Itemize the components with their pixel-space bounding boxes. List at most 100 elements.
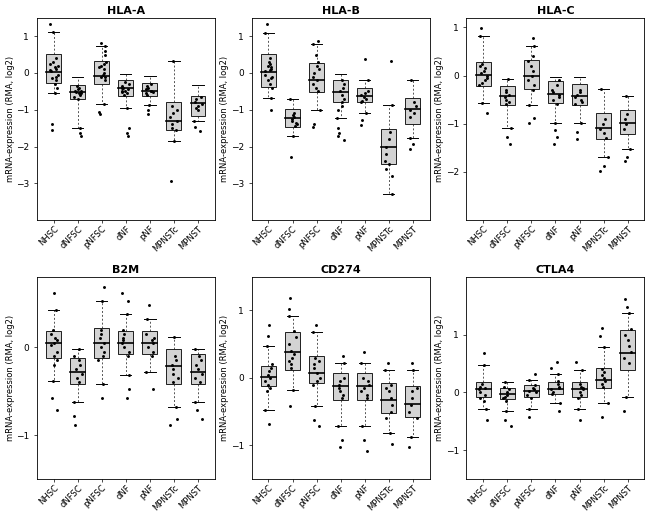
Point xyxy=(264,321,274,329)
Point xyxy=(626,348,636,356)
Point xyxy=(72,82,82,90)
Point xyxy=(73,85,84,94)
Point xyxy=(49,339,59,347)
Point xyxy=(46,341,56,350)
Point xyxy=(480,64,491,73)
Point xyxy=(288,386,298,394)
Bar xyxy=(261,54,276,87)
Point xyxy=(44,20,55,28)
Point xyxy=(408,366,419,374)
Bar xyxy=(309,63,324,92)
Point xyxy=(71,88,81,96)
Point xyxy=(553,380,564,388)
Point xyxy=(598,120,608,128)
Point xyxy=(506,422,517,430)
Point xyxy=(308,80,318,88)
Point xyxy=(554,91,564,99)
Point xyxy=(626,325,636,333)
Point xyxy=(311,50,322,59)
Point xyxy=(476,69,486,77)
Point xyxy=(190,123,200,132)
Point xyxy=(122,394,132,402)
Point xyxy=(285,95,295,104)
Point xyxy=(523,376,534,384)
Point xyxy=(358,374,369,382)
Point xyxy=(148,385,158,394)
Point xyxy=(51,356,62,365)
Point xyxy=(387,190,397,198)
Point xyxy=(74,89,85,97)
Point xyxy=(314,357,324,365)
Point xyxy=(310,321,320,329)
Point xyxy=(597,371,607,379)
Point xyxy=(575,382,586,391)
Point xyxy=(99,65,109,74)
Point xyxy=(406,76,416,84)
Point xyxy=(171,403,181,411)
Bar xyxy=(166,349,181,384)
Point xyxy=(571,358,581,366)
Point xyxy=(575,88,586,96)
Point xyxy=(478,361,489,369)
Point xyxy=(49,63,60,71)
Bar xyxy=(142,83,157,96)
Bar xyxy=(406,98,421,124)
Point xyxy=(51,406,62,414)
Point xyxy=(500,397,511,405)
Point xyxy=(332,106,343,114)
Point xyxy=(553,382,564,391)
Point xyxy=(553,76,564,84)
Bar xyxy=(620,110,635,134)
Point xyxy=(259,406,270,414)
Point xyxy=(291,119,302,127)
Point xyxy=(524,387,534,395)
Point xyxy=(52,348,62,356)
Point xyxy=(101,57,111,66)
Point xyxy=(263,370,273,379)
Point xyxy=(576,391,586,399)
Point xyxy=(548,95,558,104)
Point xyxy=(265,384,275,392)
Bar xyxy=(118,332,133,354)
Point xyxy=(554,399,565,407)
Point xyxy=(554,384,564,392)
Bar xyxy=(476,382,491,397)
Point xyxy=(622,110,632,118)
Point xyxy=(50,89,60,97)
Point xyxy=(168,378,179,386)
Point xyxy=(552,358,562,366)
Point xyxy=(49,289,60,297)
Point xyxy=(265,374,275,382)
Point xyxy=(288,132,298,140)
Point xyxy=(620,295,630,303)
Point xyxy=(265,66,275,74)
Point xyxy=(620,115,630,123)
Point xyxy=(96,330,107,338)
Point xyxy=(95,334,105,342)
Point xyxy=(356,387,366,396)
Point xyxy=(93,356,103,365)
Point xyxy=(380,142,391,151)
Point xyxy=(337,394,347,402)
Point xyxy=(530,381,540,390)
Point xyxy=(285,153,296,161)
Point xyxy=(116,289,127,297)
Point xyxy=(263,381,274,389)
Point xyxy=(123,352,133,360)
Point xyxy=(406,433,417,441)
Point xyxy=(500,416,510,424)
Point xyxy=(48,377,58,385)
Point xyxy=(408,139,418,148)
Point xyxy=(95,110,105,118)
Point xyxy=(47,74,57,82)
Point xyxy=(191,94,202,103)
Point xyxy=(311,83,321,92)
Point xyxy=(475,62,486,70)
Point xyxy=(406,394,417,402)
Point xyxy=(47,126,58,134)
Point xyxy=(169,352,179,360)
Point xyxy=(315,106,325,114)
Point xyxy=(68,352,79,360)
Point xyxy=(387,101,397,109)
Point xyxy=(70,365,81,373)
